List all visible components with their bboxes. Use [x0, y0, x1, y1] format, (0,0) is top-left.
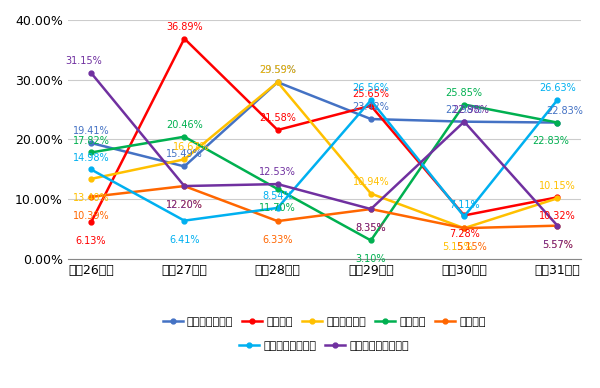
企業経営理論	[554, 196, 561, 201]
経営法務	[181, 184, 188, 189]
Text: 10.32%: 10.32%	[539, 211, 576, 221]
経営情報システム	[181, 218, 188, 223]
中小企業経営・政策	[461, 120, 468, 124]
Text: 5.15%: 5.15%	[442, 242, 473, 252]
中小企業経営・政策	[88, 71, 95, 75]
Line: 経済学経済政策: 経済学経済政策	[89, 80, 560, 169]
財務会計	[554, 195, 561, 199]
Text: 15.49%: 15.49%	[166, 149, 203, 159]
運営管理	[88, 150, 95, 155]
Legend: 経営情報システム, 中小企業経営・政策: 経営情報システム, 中小企業経営・政策	[235, 336, 414, 355]
Text: 19.41%: 19.41%	[73, 126, 109, 136]
Text: 8.35%: 8.35%	[356, 223, 386, 233]
経営情報システム	[367, 98, 374, 102]
Line: 運営管理: 運営管理	[89, 102, 560, 243]
Line: 企業経営理論: 企業経営理論	[89, 80, 560, 230]
Text: 36.89%: 36.89%	[166, 22, 203, 32]
中小企業経営・政策	[181, 184, 188, 189]
Line: 経営法務: 経営法務	[89, 184, 560, 230]
Text: 3.10%: 3.10%	[356, 254, 386, 264]
企業経営理論	[274, 80, 281, 85]
Text: 5.15%: 5.15%	[456, 242, 487, 252]
Text: 10.94%: 10.94%	[353, 177, 389, 187]
Text: 12.20%: 12.20%	[166, 200, 203, 210]
Line: 財務会計: 財務会計	[89, 36, 560, 225]
経済学経済政策	[367, 117, 374, 121]
経済学経済政策	[88, 141, 95, 146]
経済学経済政策	[181, 164, 188, 169]
中小企業経営・政策	[554, 223, 561, 228]
Text: 11.70%: 11.70%	[259, 203, 296, 213]
Text: 14.98%: 14.98%	[73, 152, 109, 163]
Text: 7.28%: 7.28%	[449, 229, 479, 239]
Text: 21.58%: 21.58%	[259, 113, 296, 123]
Text: 6.13%: 6.13%	[76, 236, 106, 246]
Text: 10.39%: 10.39%	[73, 211, 109, 221]
Text: 22.98%: 22.98%	[446, 105, 482, 115]
経済学経済政策	[461, 120, 468, 124]
Text: 10.15%: 10.15%	[539, 181, 576, 191]
企業経営理論	[88, 177, 95, 181]
経営情報システム	[274, 206, 281, 210]
Text: 23.42%: 23.42%	[352, 102, 389, 112]
Text: 8.35%: 8.35%	[356, 223, 386, 233]
Text: 5.57%: 5.57%	[542, 239, 573, 249]
Text: 16.67%: 16.67%	[173, 142, 209, 152]
中小企業経営・政策	[367, 207, 374, 211]
経営法務	[274, 219, 281, 223]
経営情報システム	[88, 167, 95, 172]
経済学経済政策	[274, 80, 281, 85]
経営法務	[554, 223, 561, 228]
Text: 7.11%: 7.11%	[449, 199, 479, 210]
運営管理	[367, 238, 374, 243]
Text: 25.85%: 25.85%	[446, 88, 482, 97]
Line: 中小企業経営・政策: 中小企業経営・政策	[89, 71, 560, 228]
企業経営理論	[181, 157, 188, 162]
経営情報システム	[461, 214, 468, 219]
Text: 29.59%: 29.59%	[259, 65, 296, 75]
経営法務	[367, 207, 374, 211]
財務会計	[461, 213, 468, 218]
Text: 6.41%: 6.41%	[169, 234, 200, 244]
Text: 5.57%: 5.57%	[542, 239, 573, 249]
企業経営理論	[367, 191, 374, 196]
運営管理	[461, 102, 468, 107]
Text: 22.98%: 22.98%	[452, 105, 490, 115]
Text: 26.56%: 26.56%	[352, 83, 389, 94]
Line: 経営情報システム: 経営情報システム	[89, 97, 560, 223]
Text: 13.40%: 13.40%	[73, 193, 109, 203]
Text: 20.46%: 20.46%	[166, 120, 203, 130]
運営管理	[554, 120, 561, 125]
財務会計	[367, 103, 374, 108]
中小企業経営・政策	[274, 182, 281, 186]
運営管理	[274, 187, 281, 191]
Text: 8.54%: 8.54%	[262, 191, 293, 201]
経営法務	[461, 226, 468, 230]
Text: 12.20%: 12.20%	[166, 200, 203, 210]
Text: 6.33%: 6.33%	[262, 235, 293, 245]
Text: 22.83%: 22.83%	[546, 106, 583, 116]
企業経営理論	[461, 226, 468, 230]
Text: 22.83%: 22.83%	[532, 137, 569, 146]
運営管理	[181, 134, 188, 139]
Text: 31.15%: 31.15%	[66, 56, 103, 66]
Text: 26.63%: 26.63%	[539, 83, 576, 93]
経済学経済政策	[554, 120, 561, 125]
Text: 17.82%: 17.82%	[73, 135, 109, 146]
財務会計	[274, 128, 281, 132]
経営情報システム	[554, 97, 561, 102]
財務会計	[88, 220, 95, 225]
Text: 29.59%: 29.59%	[259, 65, 296, 75]
経営法務	[88, 194, 95, 199]
財務会計	[181, 36, 188, 41]
Text: 25.65%: 25.65%	[352, 89, 389, 99]
Text: 12.53%: 12.53%	[259, 167, 296, 177]
